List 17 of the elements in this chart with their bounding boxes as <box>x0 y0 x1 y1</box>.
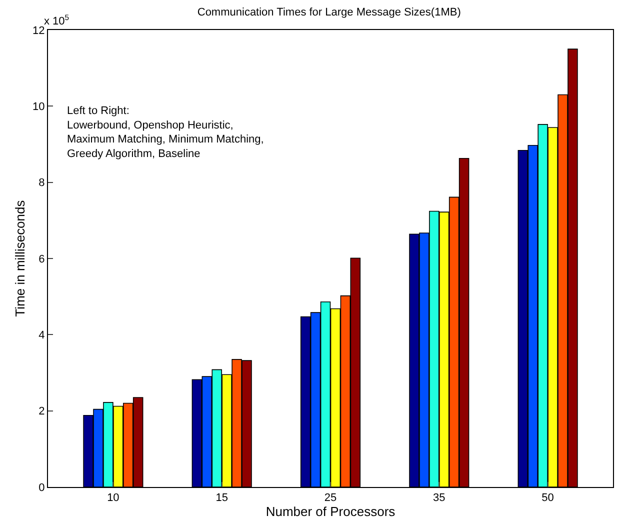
y-tick-label: 12 <box>32 24 45 37</box>
x-tick-label: 35 <box>433 492 446 504</box>
x-tick-label: 15 <box>216 492 228 504</box>
y-tick-label: 4 <box>38 330 45 342</box>
x-axis-title: Number of Processors <box>266 504 396 520</box>
y-tick-label: 2 <box>38 406 45 418</box>
chart-title: Communication Times for Large Message Sizes(1MB) <box>197 6 461 19</box>
y-tick-label: 6 <box>38 253 45 266</box>
x-tick-label: 50 <box>542 492 554 504</box>
y-tick-label: 10 <box>32 101 45 114</box>
text: x 10$^{5}$ <box>44 13 70 28</box>
y-axis-title: Time in milliseconds <box>12 200 28 317</box>
x-tick-label: 25 <box>324 492 337 504</box>
annotation: Left to Right: Lowerbound, Openshop Heuristic, Maximum Matching, Minimum Matching, Greedy Algorithm, Baseline <box>67 105 264 160</box>
y-tick-label: 0 <box>38 482 45 494</box>
x-tick-label: 10 <box>107 492 120 504</box>
y-tick-label: 8 <box>38 177 45 190</box>
